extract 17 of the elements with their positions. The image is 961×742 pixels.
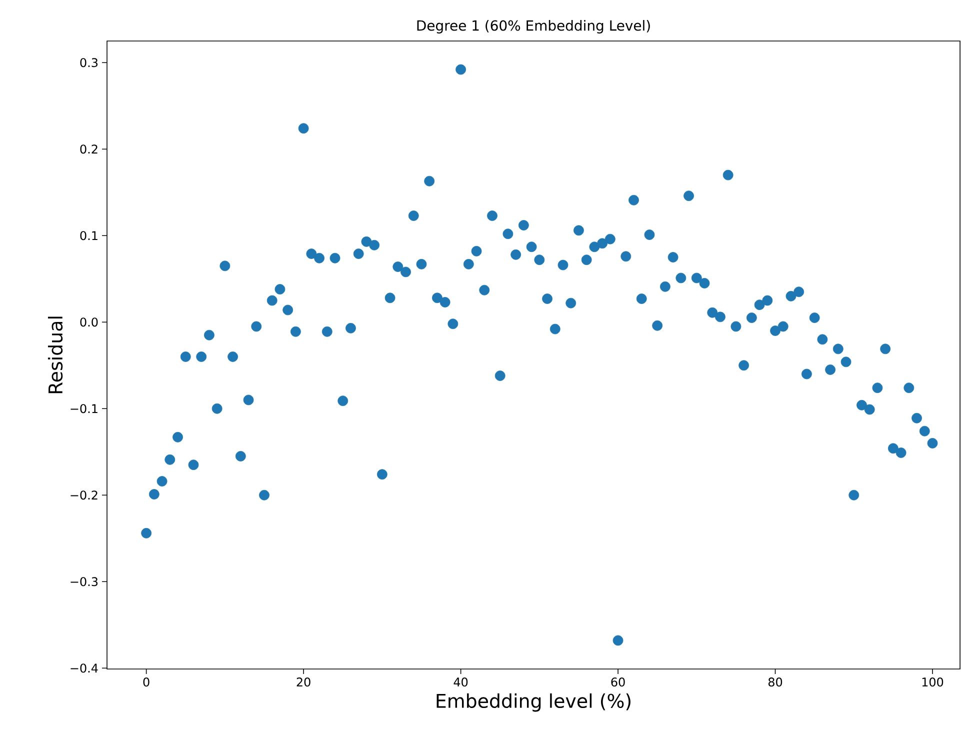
chart-title: Degree 1 (60% Embedding Level): [417, 20, 650, 34]
y-axis-title: Residual: [48, 316, 63, 394]
x-tick-label: 80: [768, 678, 782, 687]
y-tick-label: −0.1: [70, 404, 98, 414]
y-tick-label: 0.3: [80, 58, 98, 68]
y-tick-label: 0.0: [80, 318, 98, 327]
y-tick-label: 0.2: [80, 144, 98, 154]
y-tick-label: −0.4: [70, 664, 98, 673]
y-tick-label: −0.3: [70, 577, 98, 586]
x-tick-label: 0: [143, 678, 150, 687]
x-tick-label: 20: [296, 678, 310, 687]
y-tick-label: 0.1: [80, 231, 98, 240]
x-tick-label: 100: [922, 678, 944, 687]
x-axis-title: Embedding level (%): [436, 693, 630, 712]
x-tick-label: 60: [611, 678, 625, 687]
y-tick-label: −0.2: [70, 490, 98, 500]
x-tick-label: 40: [454, 678, 468, 687]
